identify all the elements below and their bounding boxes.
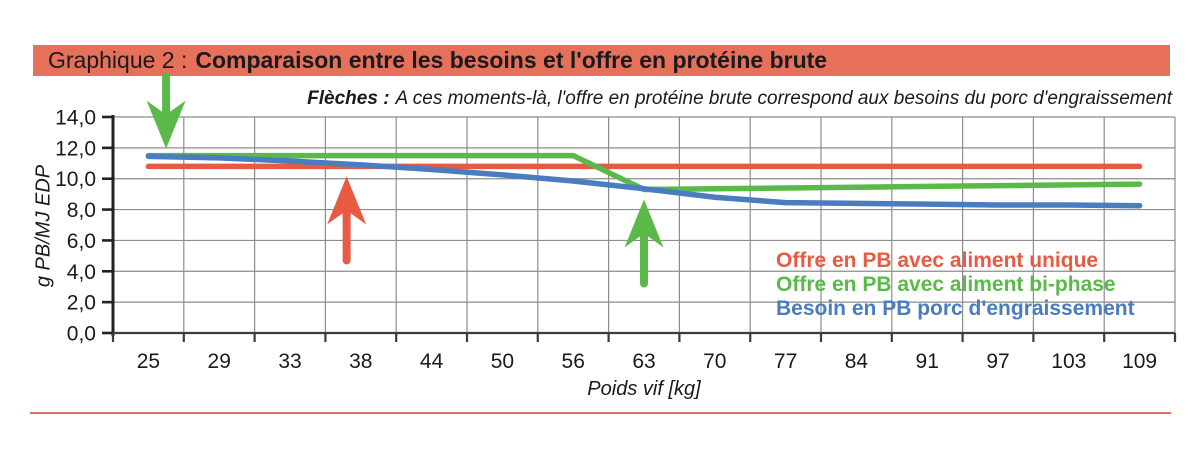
x-tick-label: 63 (632, 350, 655, 373)
y-tick-label: 4,0 (67, 261, 96, 284)
legend-item-offre-unique: Offre en PB avec aliment unique (776, 249, 1099, 272)
x-tick-label: 77 (774, 350, 797, 373)
x-tick-label: 38 (349, 350, 372, 373)
x-tick-label: 109 (1122, 350, 1157, 373)
chart-title: Comparaison entre les besoins et l'offre… (195, 47, 828, 73)
x-tick-label: 91 (916, 350, 939, 373)
arrow-up-icon (327, 176, 367, 225)
x-tick-label: 56 (562, 350, 585, 373)
x-tick-label: 97 (986, 350, 1009, 373)
arrows-caption-lead: Flèches : (307, 88, 390, 109)
x-tick-label: 50 (491, 350, 514, 373)
arrows-caption-text: A ces moments-là, l'offre en protéine br… (395, 88, 1172, 109)
footer-divider (30, 412, 1171, 414)
x-tick-label: 29 (208, 350, 231, 373)
arrow-down-icon (146, 100, 186, 149)
y-tick-label: 10,0 (55, 168, 96, 191)
y-tick-label: 6,0 (67, 230, 96, 253)
y-tick-label: 0,0 (67, 323, 96, 346)
y-tick-label: 12,0 (55, 137, 96, 160)
x-tick-label: 70 (703, 350, 726, 373)
y-tick-label: 8,0 (67, 199, 96, 222)
arrows-caption: Flèches :A ces moments-là, l'offre en pr… (307, 88, 1172, 110)
arrow-up-icon (624, 199, 664, 248)
y-tick-label: 14,0 (55, 107, 96, 130)
x-tick-label: 25 (137, 350, 160, 373)
x-tick-label: 84 (845, 350, 869, 373)
series-line-2 (145, 153, 1143, 209)
y-axis-title: g PB/MJ EDP (32, 164, 55, 288)
legend-item-besoin: Besoin en PB porc d'engraissement (776, 297, 1135, 320)
x-tick-label: 33 (278, 350, 301, 373)
legend-item-offre-biphase: Offre en PB avec aliment bi-phase (776, 273, 1116, 296)
chart-legend: Offre en PB avec aliment unique Offre en… (776, 249, 1135, 321)
x-tick-label: 44 (420, 350, 444, 373)
x-tick-label: 103 (1051, 350, 1086, 373)
y-tick-label: 2,0 (67, 292, 96, 315)
chart-number-label: Graphique 2 : (48, 47, 188, 73)
chart-title-bar: Graphique 2 : Comparaison entre les besoi… (33, 45, 1170, 76)
x-axis-title: Poids vif [kg] (587, 378, 701, 400)
